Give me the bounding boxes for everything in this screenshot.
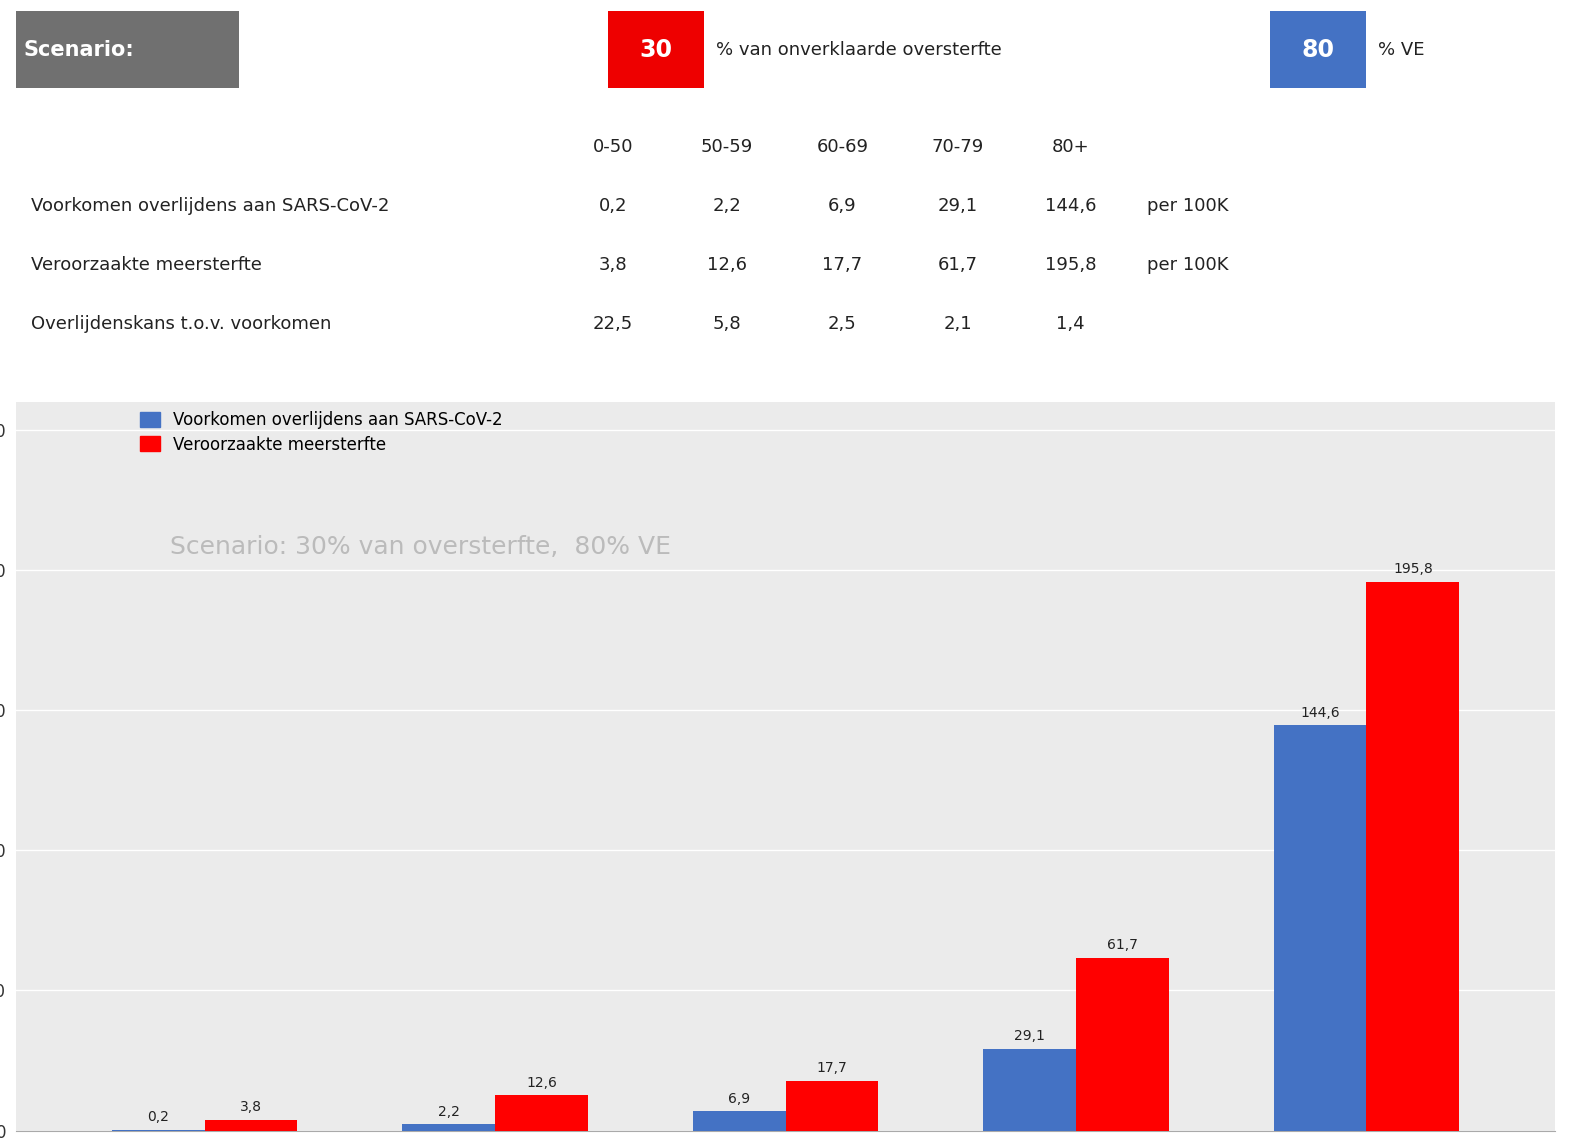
Bar	[495, 1095, 588, 1131]
Bar	[1271, 11, 1365, 88]
Text: 17,7: 17,7	[822, 256, 862, 274]
Text: 12,6: 12,6	[707, 256, 746, 274]
Text: 195,8: 195,8	[1393, 562, 1433, 576]
Bar	[16, 11, 239, 88]
Text: 2,2: 2,2	[713, 196, 742, 215]
Text: per 100K: per 100K	[1147, 196, 1229, 215]
Text: 80+: 80+	[1051, 138, 1089, 155]
Text: 6,9: 6,9	[828, 196, 856, 215]
Text: 61,7: 61,7	[1108, 938, 1137, 952]
Text: 29,1: 29,1	[938, 196, 979, 215]
Legend: Voorkomen overlijdens aan SARS-CoV-2, Veroorzaakte meersterfte: Voorkomen overlijdens aan SARS-CoV-2, Ve…	[132, 403, 512, 463]
Text: per 100K: per 100K	[1147, 256, 1229, 274]
Text: 2,2: 2,2	[438, 1104, 459, 1119]
Text: 0,2: 0,2	[148, 1110, 170, 1125]
Text: 17,7: 17,7	[817, 1061, 847, 1076]
Bar	[693, 1111, 786, 1131]
Text: 60-69: 60-69	[817, 138, 869, 155]
Text: 2,1: 2,1	[944, 315, 972, 332]
Text: 3,8: 3,8	[240, 1101, 262, 1115]
Text: 61,7: 61,7	[938, 256, 977, 274]
Bar	[1076, 958, 1169, 1131]
Text: Overlijdenskans t.o.v. voorkomen: Overlijdenskans t.o.v. voorkomen	[31, 315, 331, 332]
Text: 30: 30	[639, 38, 672, 62]
Text: 0-50: 0-50	[592, 138, 633, 155]
Bar	[1367, 581, 1459, 1131]
Text: 6,9: 6,9	[727, 1092, 749, 1105]
Text: 50-59: 50-59	[701, 138, 753, 155]
Text: 12,6: 12,6	[526, 1076, 558, 1089]
Text: % van onverklaarde oversterfte: % van onverklaarde oversterfte	[716, 41, 1002, 58]
Text: Scenario:: Scenario:	[24, 40, 134, 59]
Text: Scenario: 30% van oversterfte,  80% VE: Scenario: 30% van oversterfte, 80% VE	[170, 536, 671, 560]
Text: 29,1: 29,1	[1013, 1029, 1045, 1044]
Bar	[402, 1125, 495, 1131]
Text: Veroorzaakte meersterfte: Veroorzaakte meersterfte	[31, 256, 262, 274]
Bar	[786, 1081, 878, 1131]
Text: 0,2: 0,2	[599, 196, 627, 215]
Bar	[983, 1049, 1076, 1131]
Text: 144,6: 144,6	[1301, 706, 1340, 719]
Text: 2,5: 2,5	[828, 315, 856, 332]
Text: 22,5: 22,5	[592, 315, 633, 332]
Text: 195,8: 195,8	[1045, 256, 1097, 274]
Text: 70-79: 70-79	[932, 138, 983, 155]
Bar	[608, 11, 704, 88]
Bar	[204, 1120, 297, 1131]
Text: 80: 80	[1302, 38, 1335, 62]
Text: Voorkomen overlijdens aan SARS-CoV-2: Voorkomen overlijdens aan SARS-CoV-2	[31, 196, 390, 215]
Text: 3,8: 3,8	[599, 256, 627, 274]
Text: 1,4: 1,4	[1056, 315, 1084, 332]
Text: 144,6: 144,6	[1045, 196, 1097, 215]
Bar	[1274, 725, 1367, 1131]
Text: % VE: % VE	[1378, 41, 1425, 58]
Text: 5,8: 5,8	[713, 315, 742, 332]
